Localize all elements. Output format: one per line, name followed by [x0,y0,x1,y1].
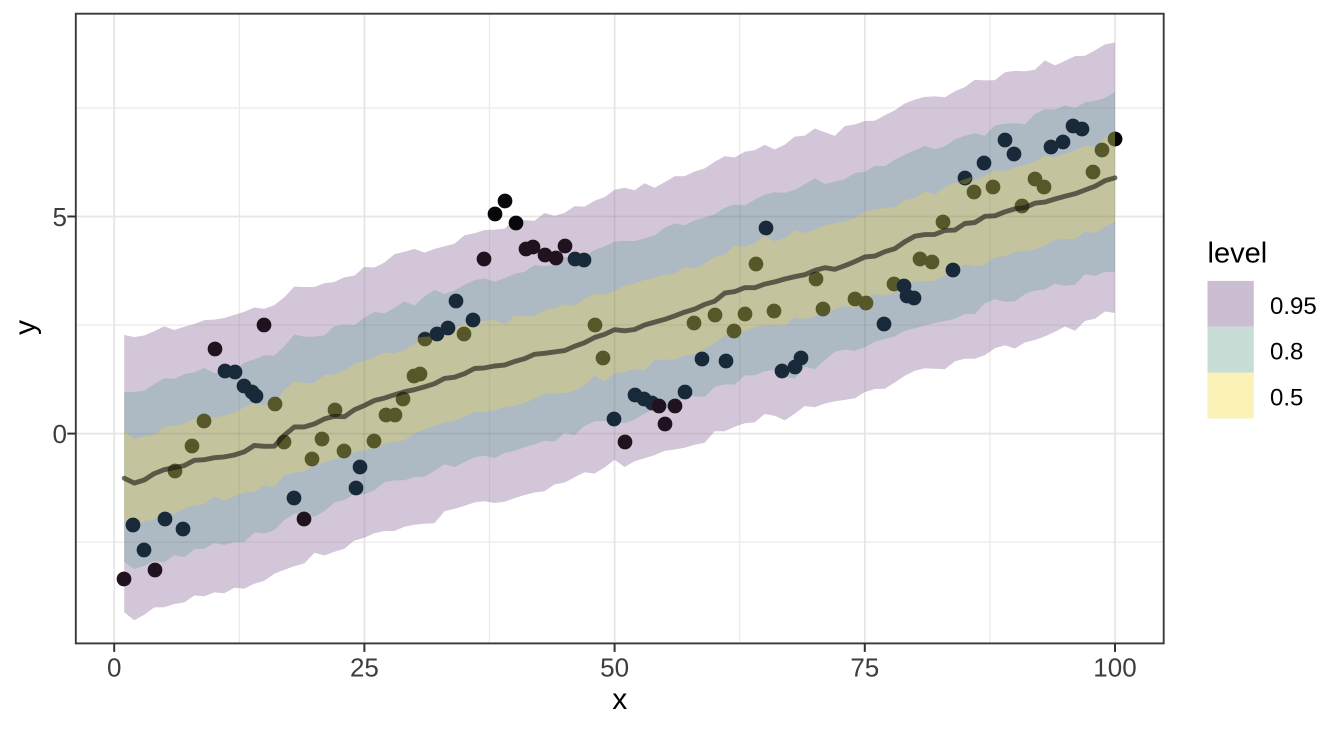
svg-text:x: x [612,683,627,716]
svg-text:50: 50 [600,653,629,683]
svg-text:y: y [9,320,42,335]
svg-text:0.8: 0.8 [1270,339,1303,366]
svg-text:0: 0 [107,653,121,683]
svg-text:0.95: 0.95 [1270,293,1317,320]
svg-text:100: 100 [1093,653,1136,683]
svg-text:75: 75 [850,653,879,683]
svg-text:level: level [1208,238,1268,270]
svg-text:0.5: 0.5 [1270,385,1303,412]
svg-text:0: 0 [53,419,67,449]
svg-text:5: 5 [53,202,67,232]
svg-text:25: 25 [350,653,379,683]
